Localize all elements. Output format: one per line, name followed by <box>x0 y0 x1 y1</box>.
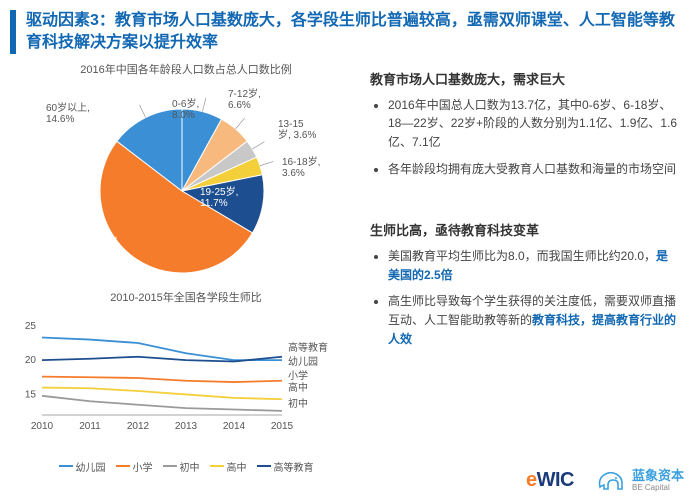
line-side-label: 高等教育 <box>288 343 328 356</box>
logo-row: eWIC 蓝象资本 BE Capital <box>526 467 684 493</box>
line-series <box>42 387 282 399</box>
ewic-logo: eWIC <box>526 469 574 492</box>
pie-slice-label: 19-25岁,11.7% <box>200 187 238 210</box>
pie-slice-label: 60岁以上,14.6% <box>46 103 90 126</box>
pie-slice-label: 26-60岁,51.8% <box>82 237 120 260</box>
svg-text:15: 15 <box>25 389 37 400</box>
legend-item: 小学 <box>116 459 153 474</box>
line-side-label: 小学 <box>288 371 308 384</box>
section1-heading: 教育市场人口基数庞大，需求巨大 <box>370 69 678 88</box>
line-series <box>42 356 282 361</box>
pie-chart-title: 2016年中国各年龄段人口数占总人口数比例 <box>12 61 360 77</box>
pie-slice-label: 16-18岁,3.6% <box>282 157 320 180</box>
section2-heading: 生师比高，亟待教育科技变革 <box>370 220 678 239</box>
svg-text:25: 25 <box>25 321 37 332</box>
svg-text:2015: 2015 <box>271 421 294 429</box>
left-column: 2016年中国各年龄段人口数占总人口数比例 0-6岁,8.0% 7-12岁,6.6… <box>12 61 360 474</box>
be-capital-logo: 蓝象资本 BE Capital <box>596 467 684 493</box>
line-side-label: 幼儿园 <box>288 357 318 370</box>
legend-swatch <box>116 465 130 467</box>
legend-label: 高等教育 <box>274 459 314 474</box>
line-chart: 15 20 25 2010 2011 2012 2013 2014 2015 高等教育幼儿园小学… <box>12 307 352 457</box>
line-side-label: 高中 <box>288 383 308 396</box>
svg-text:2010: 2010 <box>31 421 54 429</box>
section1-bullets: 2016年中国总人口数为13.7亿，其中0-6岁、6-18岁、18—22岁、22… <box>370 96 678 178</box>
right-column: 教育市场人口基数庞大，需求巨大 2016年中国总人口数为13.7亿，其中0-6岁… <box>360 61 678 474</box>
title-bar: 驱动因素3：教育市场人口基数庞大，各学段生师比普遍较高，亟需双师课堂、人工智能等… <box>0 0 700 61</box>
legend-label: 高中 <box>227 459 247 474</box>
content-row: 2016年中国各年龄段人口数占总人口数比例 0-6岁,8.0% 7-12岁,6.6… <box>0 61 700 474</box>
legend-swatch <box>210 465 224 467</box>
svg-text:2013: 2013 <box>175 421 198 429</box>
title-stripe <box>10 10 16 54</box>
bullet: 各年龄段均拥有庞大受教育人口基数和海量的市场空间 <box>388 160 678 179</box>
legend-label: 幼儿园 <box>76 459 106 474</box>
svg-text:2011: 2011 <box>79 421 101 429</box>
svg-text:2012: 2012 <box>127 421 150 429</box>
line-legend: 幼儿园 小学 初中 高中 高等教育 <box>12 459 360 474</box>
bullet: 美国教育平均生师比为8.0，而我国生师比约20.0，是美国的2.5倍 <box>388 247 678 284</box>
elephant-icon <box>596 467 626 493</box>
text: 美国教育平均生师比为8.0，而我国生师比约20.0， <box>388 249 656 263</box>
legend-swatch <box>257 465 271 467</box>
line-series <box>42 376 282 381</box>
page-title: 驱动因素3：教育市场人口基数庞大，各学段生师比普遍较高，亟需双师课堂、人工智能等… <box>26 10 686 55</box>
legend-swatch <box>59 465 73 467</box>
be-logo-cn: 蓝象资本 <box>632 469 684 482</box>
svg-text:2014: 2014 <box>223 421 246 429</box>
bullet: 高生师比导致每个学生获得的关注度低，需要双师直播互动、人工智能助教等新的教育科技… <box>388 292 678 348</box>
line-chart-title: 2010-2015年全国各学段生师比 <box>12 289 360 305</box>
pie-slice-label: 13-15岁, 3.6% <box>278 119 316 142</box>
section2-bullets: 美国教育平均生师比为8.0，而我国生师比约20.0，是美国的2.5倍 高生师比导… <box>370 247 678 348</box>
bullet: 2016年中国总人口数为13.7亿，其中0-6岁、6-18岁、18—22岁、22… <box>388 96 678 152</box>
svg-text:20: 20 <box>25 355 37 366</box>
legend-item: 高中 <box>210 459 247 474</box>
legend-swatch <box>163 465 177 467</box>
pie-slice-label: 7-12岁,6.6% <box>228 89 261 112</box>
legend-label: 初中 <box>180 459 200 474</box>
legend-item: 高等教育 <box>257 459 314 474</box>
pie-slice-label: 0-6岁,8.0% <box>172 99 199 122</box>
legend-item: 幼儿园 <box>59 459 106 474</box>
line-side-label: 初中 <box>288 399 308 412</box>
legend-item: 初中 <box>163 459 200 474</box>
legend-label: 小学 <box>133 459 153 474</box>
pie-chart: 0-6岁,8.0% 7-12岁,6.6% 13-15岁, 3.6% 16-18岁,3.… <box>12 79 352 289</box>
line-series <box>42 337 282 360</box>
be-logo-en: BE Capital <box>632 484 684 492</box>
